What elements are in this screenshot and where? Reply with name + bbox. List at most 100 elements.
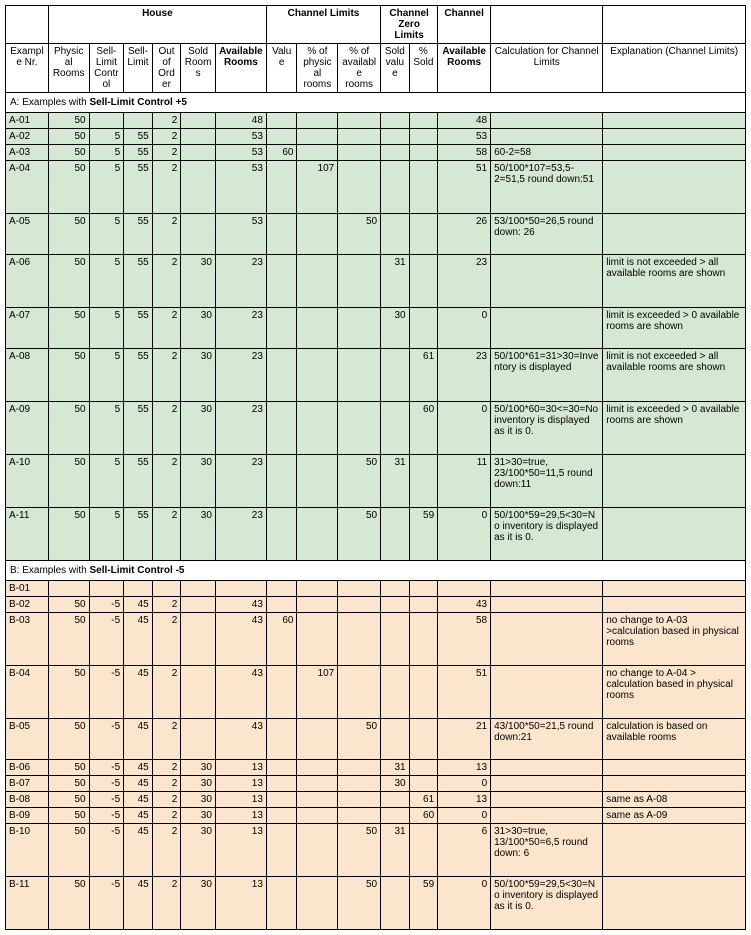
table-cell: 53 — [438, 129, 491, 145]
table-cell — [297, 145, 338, 161]
table-cell — [266, 597, 297, 613]
table-cell: 50 — [48, 508, 89, 561]
section-title-bold: Sell-Limit Control -5 — [89, 565, 184, 576]
table-cell — [338, 402, 381, 455]
table-cell — [409, 129, 438, 145]
table-cell: 30 — [181, 349, 216, 402]
table-row: A-1150555230235059050/100*59=29,5<30=No … — [6, 508, 746, 561]
table-cell: 0 — [438, 308, 491, 349]
table-cell: 50 — [48, 214, 89, 255]
table-cell: 11 — [438, 455, 491, 508]
table-cell: 2 — [152, 214, 181, 255]
table-cell: 2 — [152, 808, 181, 824]
table-cell: A-11 — [6, 508, 49, 561]
table-cell — [409, 613, 438, 666]
table-cell: 2 — [152, 613, 181, 666]
table-cell: -5 — [89, 808, 124, 824]
table-cell: 30 — [381, 776, 410, 792]
table-cell: 2 — [152, 161, 181, 214]
table-cell — [491, 666, 603, 719]
table-cell: 51 — [438, 161, 491, 214]
table-cell — [409, 597, 438, 613]
table-cell: 50 — [48, 792, 89, 808]
table-cell: 50 — [338, 824, 381, 877]
col-calculation: Calculation for Channel Limits — [491, 44, 603, 93]
table-cell — [381, 508, 410, 561]
table-cell: 50/100*59=29,5<30=No inventory is displa… — [491, 877, 603, 930]
table-cell: 23 — [215, 402, 266, 455]
table-cell: 13 — [215, 808, 266, 824]
table-cell — [491, 581, 603, 597]
table-cell: 30 — [181, 402, 216, 455]
table-cell: A-10 — [6, 455, 49, 508]
table-cell — [603, 129, 746, 145]
table-cell — [297, 824, 338, 877]
channel-zero-limits-group-header: Channel Zero Limits — [381, 6, 438, 44]
table-cell: 50 — [338, 455, 381, 508]
table-cell: B-09 — [6, 808, 49, 824]
table-cell: 50/100*59=29,5<30=No inventory is displa… — [491, 508, 603, 561]
table-cell — [266, 824, 297, 877]
table-cell — [409, 308, 438, 349]
table-cell: 50 — [48, 808, 89, 824]
table-cell — [266, 877, 297, 930]
table-row: B-0850-545230136113same as A-08 — [6, 792, 746, 808]
table-cell: 107 — [297, 666, 338, 719]
table-cell: limit is exceeded > 0 available rooms ar… — [603, 402, 746, 455]
table-row: A-09505552302360050/100*60=30<=30=No inv… — [6, 402, 746, 455]
table-cell: 2 — [152, 255, 181, 308]
table-cell — [409, 581, 438, 597]
table-cell — [491, 308, 603, 349]
table-cell — [603, 824, 746, 877]
table-cell: 55 — [124, 308, 153, 349]
table-cell — [338, 613, 381, 666]
col-sold-rooms: Sold Rooms — [181, 44, 216, 93]
table-cell — [338, 145, 381, 161]
table-cell — [266, 161, 297, 214]
table-cell: -5 — [89, 824, 124, 877]
table-cell: 55 — [124, 455, 153, 508]
table-cell — [603, 597, 746, 613]
table-cell: 50 — [48, 349, 89, 402]
group-header-row: House Channel Limits Channel Zero Limits… — [6, 6, 746, 44]
table-cell — [266, 129, 297, 145]
table-row: A-0350555253605860-2=58 — [6, 145, 746, 161]
table-cell: -5 — [89, 613, 124, 666]
table-cell — [338, 776, 381, 792]
table-cell — [181, 113, 216, 129]
table-cell: 2 — [152, 719, 181, 760]
table-cell: 2 — [152, 145, 181, 161]
table-cell: 50 — [48, 402, 89, 455]
table-cell: 107 — [297, 161, 338, 214]
table-cell — [491, 776, 603, 792]
table-cell: 2 — [152, 349, 181, 402]
table-cell — [491, 597, 603, 613]
table-cell — [297, 760, 338, 776]
table-cell: 58 — [438, 613, 491, 666]
table-cell: 30 — [181, 308, 216, 349]
table-cell — [491, 255, 603, 308]
table-cell: 2 — [152, 792, 181, 808]
table-cell: 31>30=true, 13/100*50=6,5 round down: 6 — [491, 824, 603, 877]
table-row: B-0550-545243502143/100*50=21,5 round do… — [6, 719, 746, 760]
table-cell: 5 — [89, 349, 124, 402]
table-cell — [297, 402, 338, 455]
table-cell: 45 — [124, 776, 153, 792]
table-cell: 50 — [48, 824, 89, 877]
table-cell: 5 — [89, 508, 124, 561]
table-cell: 43 — [215, 613, 266, 666]
table-cell — [266, 455, 297, 508]
table-cell: 53 — [215, 161, 266, 214]
table-cell: 31 — [381, 760, 410, 776]
channel-group-header: Channel — [438, 6, 491, 44]
table-cell — [409, 145, 438, 161]
table-cell — [297, 581, 338, 597]
table-cell — [297, 719, 338, 760]
table-cell: 31 — [381, 255, 410, 308]
table-cell: 45 — [124, 792, 153, 808]
table-row: B-1050-545230135031631>30=true, 13/100*5… — [6, 824, 746, 877]
table-cell — [181, 214, 216, 255]
table-cell: 50 — [48, 113, 89, 129]
section-header-cell: A: Examples with Sell-Limit Control +5 — [6, 93, 746, 113]
table-row: B-0750-54523013300 — [6, 776, 746, 792]
